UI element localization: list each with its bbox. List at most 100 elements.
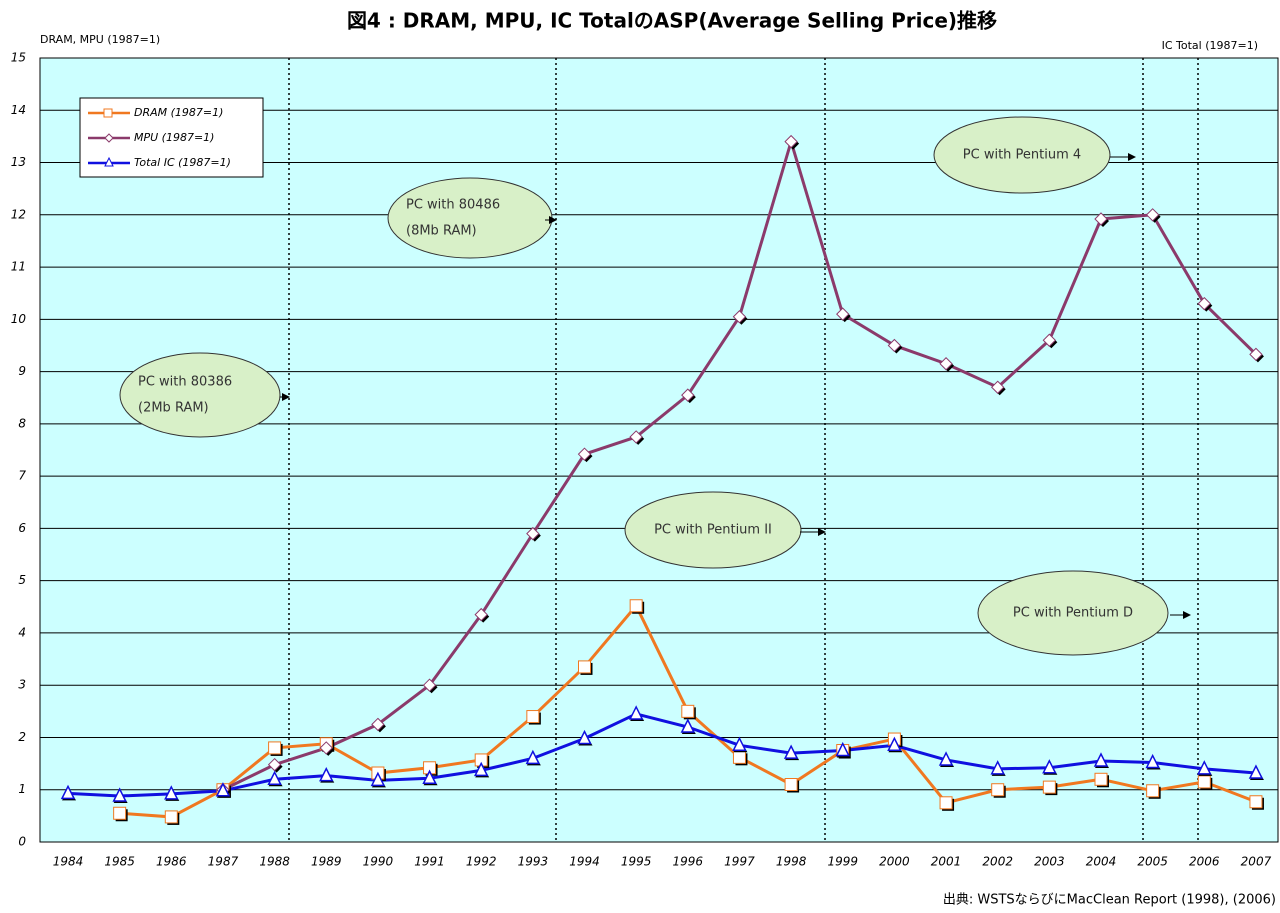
x-tick-label: 2004 <box>1086 855 1117 869</box>
data-point <box>268 741 282 755</box>
data-point <box>783 744 799 759</box>
data-point <box>1093 752 1109 767</box>
data-point <box>628 705 644 720</box>
y-tick-label: 13 <box>11 155 26 169</box>
legend-marker <box>104 156 114 167</box>
y-tick-label: 0 <box>18 835 26 849</box>
data-point <box>525 749 541 765</box>
data-point <box>629 599 643 613</box>
x-tick-label: 2002 <box>982 855 1013 869</box>
x-tick-label: 1985 <box>104 855 135 869</box>
x-tick-label: 2003 <box>1034 855 1065 869</box>
data-point <box>887 736 902 752</box>
y-axis-label: DRAM, MPU (1987=1) <box>40 33 160 46</box>
data-point <box>371 717 385 732</box>
series-line <box>67 712 1257 798</box>
data-point <box>1145 753 1160 769</box>
x-tick-label: 2006 <box>1189 855 1220 869</box>
x-tick-label: 1997 <box>724 855 755 869</box>
x-tick-label: 1993 <box>518 855 549 869</box>
data-point <box>526 526 540 541</box>
legend-label: DRAM (1987=1) <box>134 106 223 119</box>
data-point <box>526 710 540 724</box>
series-layer <box>60 134 1264 825</box>
annotation-text: PC with 80386 <box>138 375 232 390</box>
x-tick-label: 2005 <box>1137 855 1168 869</box>
data-point <box>474 607 488 622</box>
y-tick-label: 11 <box>11 260 26 274</box>
x-tick-label: 1988 <box>259 855 290 869</box>
x-tick-label: 1990 <box>363 855 394 869</box>
y-tick-label: 12 <box>11 207 26 221</box>
data-point <box>1249 347 1263 362</box>
data-point <box>267 770 282 786</box>
annotation-text: (2Mb RAM) <box>138 401 209 416</box>
legend-label: Total IC (1987=1) <box>134 156 231 169</box>
y-tick-label: 6 <box>18 521 26 535</box>
annotation-bubble <box>119 352 281 438</box>
y-tick-label: 15 <box>11 51 26 65</box>
annotation-text: PC with Pentium 4 <box>963 148 1081 163</box>
annotations: PC with 80386 (2Mb RAM) PC with 80486 (8Mb … <box>119 116 1191 656</box>
y-tick-label: 14 <box>11 103 26 117</box>
data-point <box>990 760 1005 775</box>
y-tick-label: 5 <box>18 573 26 587</box>
annotation-text: PC with Pentium II <box>654 523 772 538</box>
x-tick-label: 1986 <box>156 855 187 869</box>
data-point <box>1197 775 1211 789</box>
data-point <box>784 134 798 149</box>
legend-label: MPU (1987=1) <box>134 131 214 144</box>
source-note: 出典: WSTSならびにMacClean Report (1998), (200… <box>943 893 1276 908</box>
data-point <box>680 718 696 733</box>
data-point <box>1146 784 1160 798</box>
data-point <box>887 338 902 353</box>
data-point <box>835 741 850 757</box>
data-point <box>319 741 333 755</box>
legend-marker <box>104 133 114 143</box>
data-point <box>164 810 178 824</box>
data-point <box>577 729 592 745</box>
x-tick-label: 1998 <box>776 855 807 869</box>
legend-marker <box>103 108 113 118</box>
annotation-bubble <box>387 177 553 259</box>
data-point <box>629 430 643 444</box>
y-tick-label: 4 <box>18 625 26 639</box>
data-point <box>1094 772 1108 786</box>
data-point <box>1042 780 1056 794</box>
data-point <box>681 704 695 718</box>
y-tick-label: 9 <box>18 364 26 378</box>
x-tick-label: 1995 <box>621 855 652 869</box>
x-tick-label: 1984 <box>53 855 84 869</box>
x-tick-label: 2007 <box>1241 855 1272 869</box>
data-point <box>732 736 747 752</box>
annotation-bubble <box>977 570 1169 656</box>
data-point <box>1094 212 1108 226</box>
y-tick-label: 7 <box>18 469 26 483</box>
data-point <box>164 785 179 800</box>
x-tick-label: 1992 <box>466 855 497 869</box>
data-point <box>1248 764 1264 779</box>
chart-title: 図4 : DRAM, MPU, IC TotalのASP(Average Sel… <box>347 9 997 33</box>
data-point <box>1042 759 1057 774</box>
data-point <box>1197 760 1212 775</box>
x-tick-label: 1989 <box>311 855 342 869</box>
data-point <box>784 778 798 792</box>
x-tick-label: 2001 <box>931 855 962 869</box>
data-point <box>990 380 1005 394</box>
data-point <box>578 660 591 674</box>
data-point <box>732 750 746 764</box>
data-point <box>473 761 489 777</box>
annotation-bubble <box>933 116 1111 194</box>
y-tick-label: 1 <box>18 782 26 796</box>
plot-area <box>39 57 1279 843</box>
data-point <box>1145 208 1160 222</box>
annotation-text: PC with 80486 <box>406 198 500 213</box>
data-point <box>370 771 386 787</box>
data-point <box>319 766 334 782</box>
data-point <box>1197 296 1212 311</box>
data-point <box>938 751 954 766</box>
annotation-text: (8Mb RAM) <box>406 224 477 239</box>
data-point <box>732 310 747 324</box>
x-tick-label: 1987 <box>208 855 239 869</box>
